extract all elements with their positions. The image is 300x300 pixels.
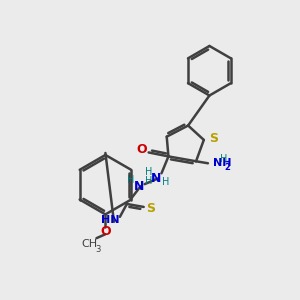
Text: 3: 3 — [96, 244, 101, 253]
Text: NH: NH — [213, 158, 231, 168]
Text: H: H — [127, 175, 134, 185]
Text: 2: 2 — [225, 163, 231, 172]
Text: H: H — [162, 177, 169, 187]
Text: S: S — [146, 202, 155, 215]
Text: O: O — [136, 143, 147, 156]
Text: H: H — [145, 176, 152, 186]
Text: N: N — [134, 180, 144, 193]
Text: N: N — [152, 172, 162, 185]
Text: S: S — [209, 132, 218, 146]
Text: H: H — [145, 167, 152, 177]
Text: HN: HN — [101, 215, 119, 225]
Text: O: O — [100, 225, 111, 238]
Text: H: H — [220, 154, 227, 164]
Text: CH: CH — [82, 239, 98, 249]
